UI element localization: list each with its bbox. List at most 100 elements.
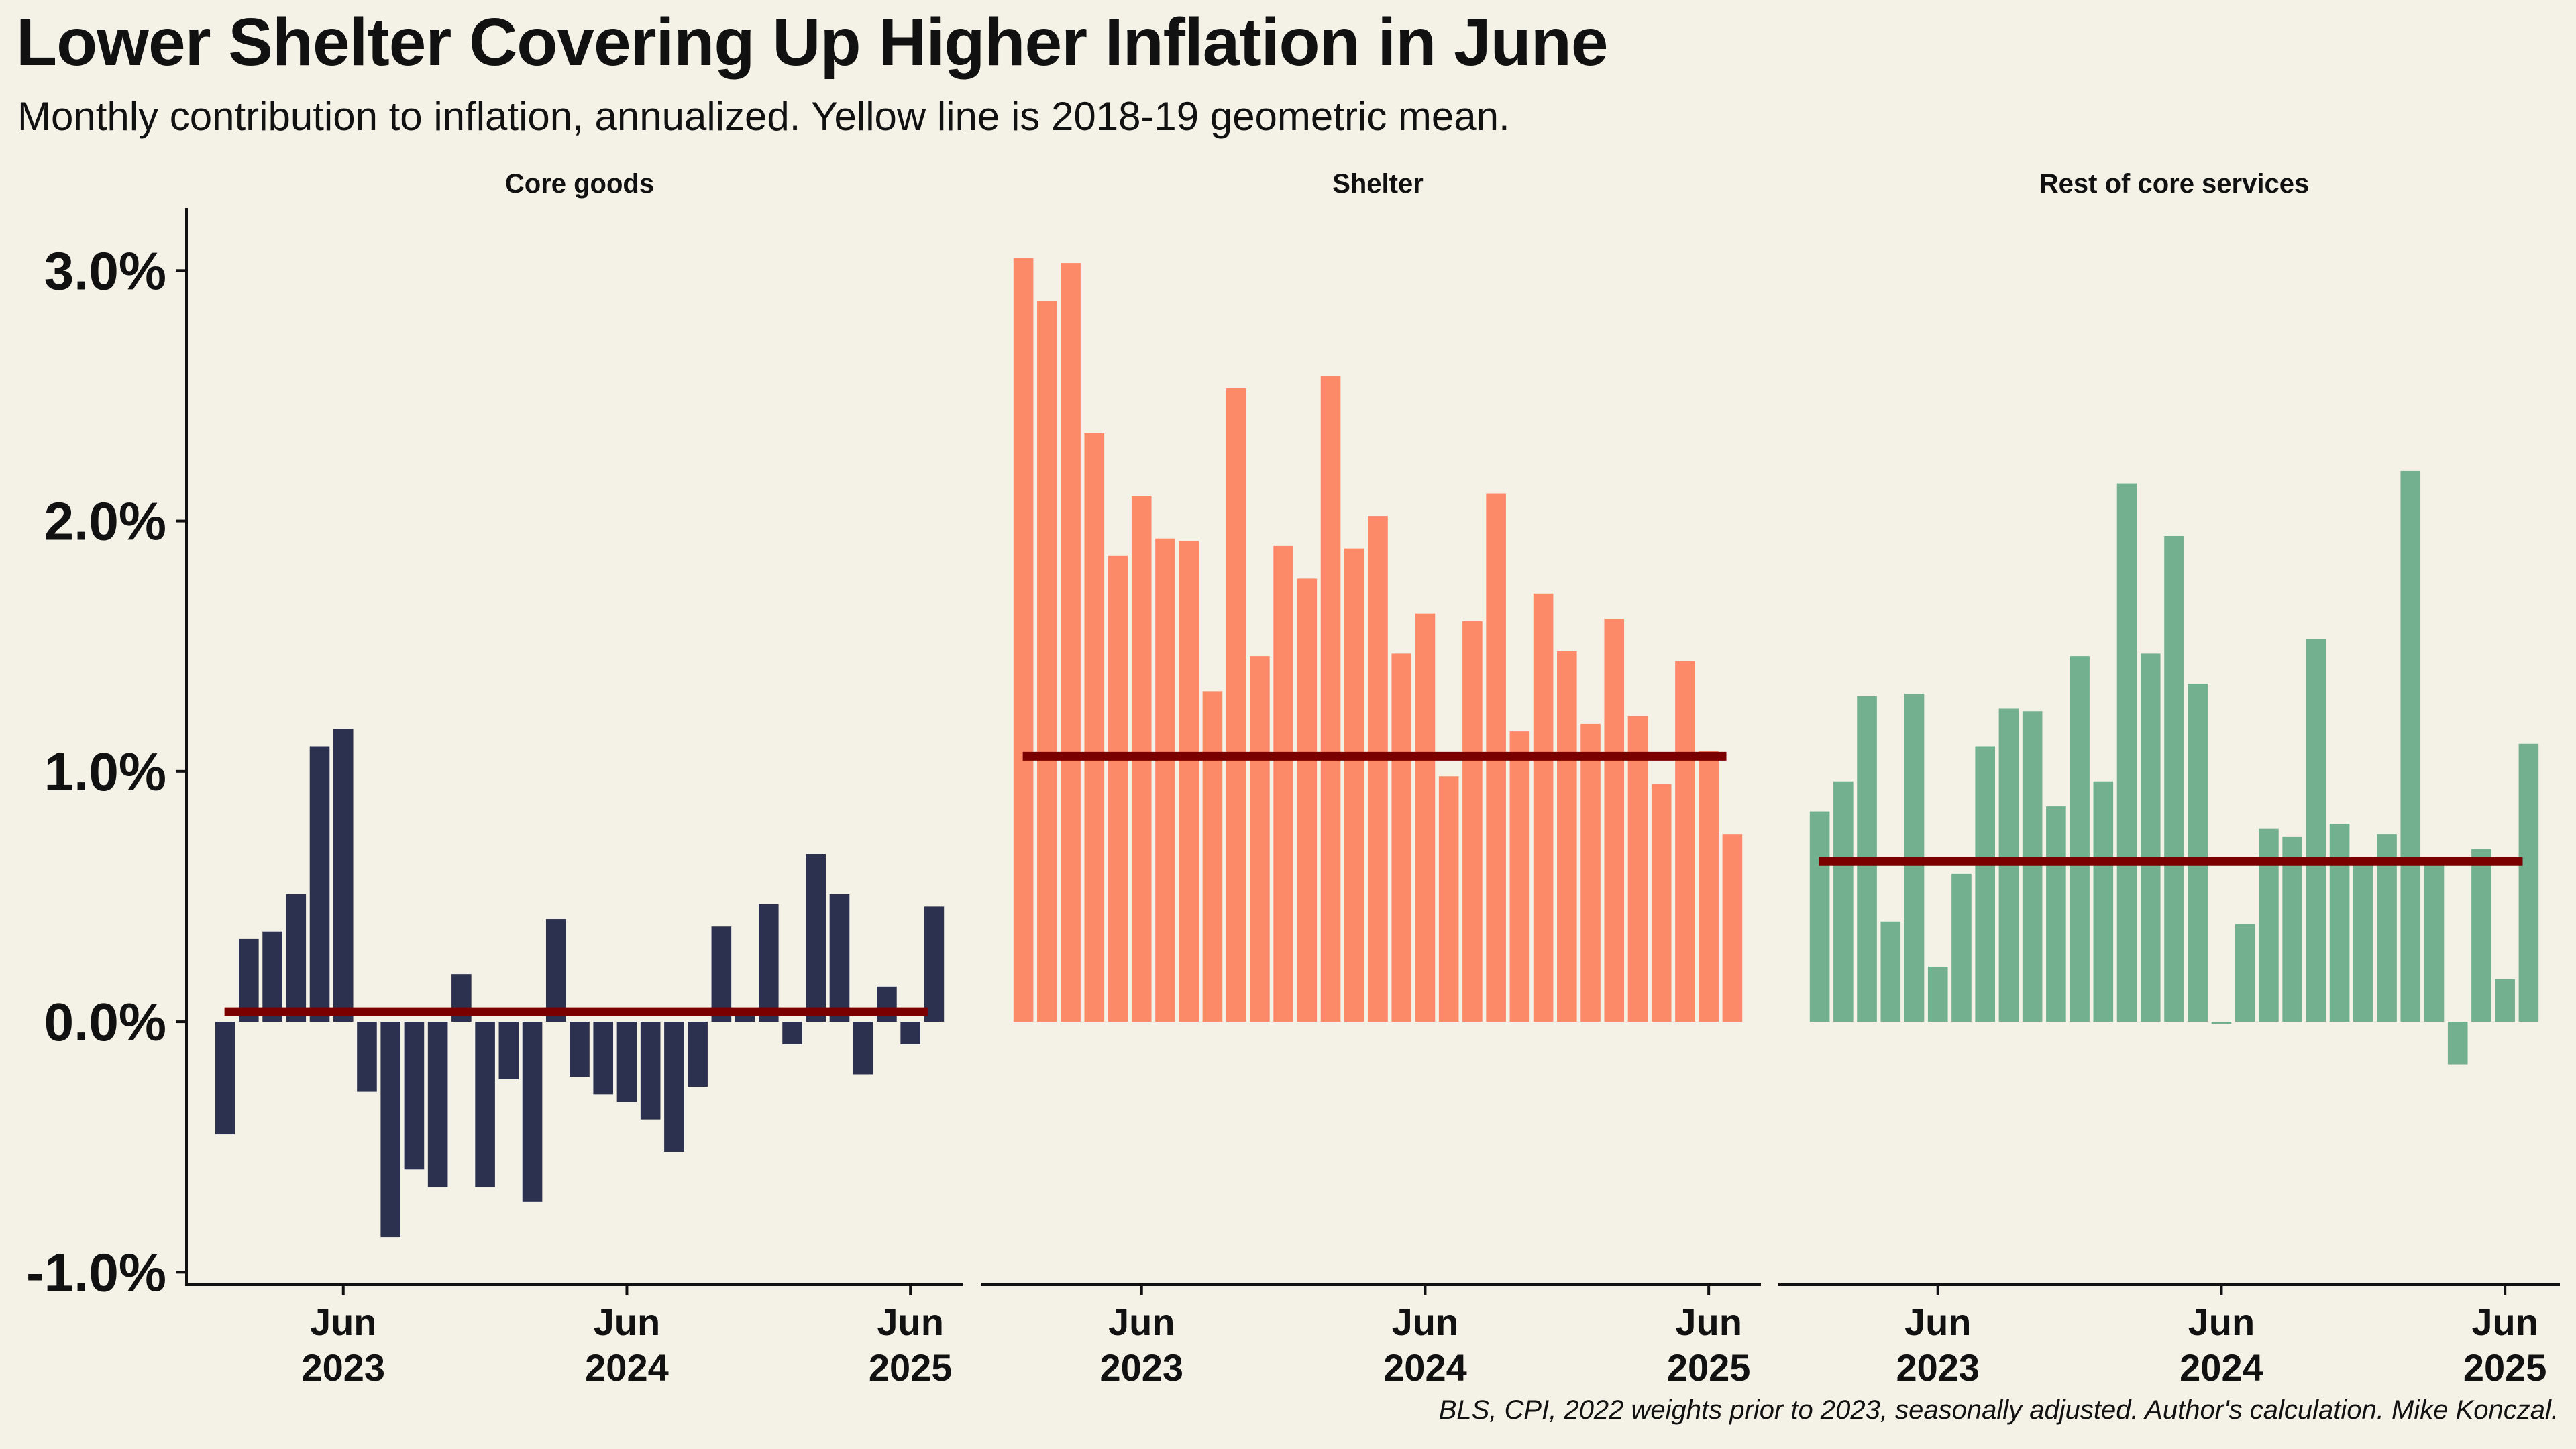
bar [1927, 966, 1948, 1022]
bar [2353, 861, 2373, 1022]
bar [1344, 548, 1364, 1022]
bar [309, 746, 330, 1022]
x-tick-month-label: Jun [310, 1301, 377, 1343]
bar [2093, 781, 2114, 1022]
bar [262, 931, 282, 1022]
bar [759, 904, 779, 1022]
bar [640, 1022, 661, 1120]
bar [2471, 849, 2491, 1022]
x-tick-year-label: 2024 [2180, 1346, 2263, 1389]
bar [1320, 376, 1341, 1022]
bar [1273, 545, 1293, 1022]
chart-title: Lower Shelter Covering Up Higher Inflati… [16, 5, 1608, 80]
y-tick-label: 0.0% [44, 992, 166, 1052]
bar [593, 1022, 614, 1095]
bar [1809, 811, 1830, 1022]
bar [1675, 661, 1695, 1022]
bar [1013, 258, 1034, 1022]
bar [1533, 593, 1554, 1022]
bar [1462, 621, 1483, 1022]
bar [498, 1022, 519, 1079]
facet-title: Rest of core services [2039, 169, 2309, 199]
bar [2070, 656, 2090, 1022]
bar [1202, 691, 1223, 1022]
bar [286, 894, 307, 1022]
bar [1580, 723, 1601, 1022]
bar [427, 1022, 448, 1187]
bar [2116, 483, 2137, 1022]
bar [1951, 873, 1972, 1022]
bar [1627, 716, 1648, 1022]
x-tick-month-label: Jun [877, 1301, 944, 1343]
x-tick-month-label: Jun [1108, 1301, 1175, 1343]
bar [2235, 924, 2255, 1022]
x-tick-month-label: Jun [2188, 1301, 2255, 1343]
bar [2022, 711, 2043, 1022]
y-tick-label: 2.0% [44, 492, 166, 551]
bar [380, 1022, 400, 1238]
bar [215, 1022, 235, 1135]
x-tick-month-label: Jun [1904, 1301, 1972, 1343]
bar [2211, 1022, 2232, 1024]
bar [1155, 538, 1175, 1022]
y-tick-label: 3.0% [44, 241, 166, 301]
bar [2188, 684, 2208, 1022]
bar [1297, 578, 1318, 1022]
bar [853, 1022, 873, 1075]
chart-subtitle: Monthly contribution to inflation, annua… [17, 94, 1510, 139]
bar [333, 729, 354, 1022]
x-tick-year-label: 2023 [301, 1346, 385, 1389]
bar [2282, 836, 2302, 1022]
bar [2164, 535, 2184, 1022]
x-tick-year-label: 2024 [1383, 1346, 1467, 1389]
bar [1880, 921, 1901, 1022]
y-tick-label: -1.0% [26, 1242, 166, 1302]
bar [735, 1014, 755, 1022]
bar [2424, 863, 2445, 1022]
bar [1509, 731, 1530, 1022]
bar [2329, 824, 2350, 1022]
y-tick-label: 1.0% [44, 742, 166, 802]
bar [570, 1022, 590, 1077]
bar [1557, 651, 1577, 1022]
bar [1975, 746, 1995, 1022]
bar [924, 906, 945, 1022]
bar [829, 894, 850, 1022]
bar [1699, 751, 1719, 1022]
bar [1604, 619, 1625, 1022]
bar [900, 1022, 920, 1044]
bar [1108, 555, 1128, 1022]
bar [357, 1022, 377, 1092]
facet-title: Core goods [505, 169, 654, 199]
bar [688, 1022, 708, 1087]
bar [1833, 781, 1854, 1022]
bar [664, 1022, 684, 1152]
x-tick-year-label: 2023 [1099, 1346, 1183, 1389]
bar [1391, 653, 1412, 1022]
bar [545, 919, 566, 1022]
bar [2495, 979, 2515, 1022]
x-tick-year-label: 2025 [1667, 1346, 1751, 1389]
bar [1179, 541, 1199, 1022]
bar [522, 1022, 543, 1202]
bar [475, 1022, 495, 1187]
bar [782, 1022, 802, 1044]
source-caption: BLS, CPI, 2022 weights prior to 2023, se… [1438, 1395, 2559, 1425]
bar [806, 854, 826, 1022]
x-tick-year-label: 2024 [585, 1346, 669, 1389]
bar [2306, 639, 2326, 1022]
bar [1722, 834, 1743, 1022]
x-tick-month-label: Jun [1392, 1301, 1459, 1343]
bar [2046, 806, 2066, 1022]
x-tick-month-label: Jun [2471, 1301, 2538, 1343]
bar [1084, 433, 1105, 1022]
facet-title: Shelter [1332, 169, 1424, 199]
bar [2400, 470, 2421, 1022]
bar [2140, 653, 2161, 1022]
bar [404, 1022, 425, 1170]
bar [2518, 743, 2539, 1022]
bar [1415, 613, 1436, 1022]
x-tick-month-label: Jun [594, 1301, 661, 1343]
x-tick-year-label: 2025 [869, 1346, 953, 1389]
